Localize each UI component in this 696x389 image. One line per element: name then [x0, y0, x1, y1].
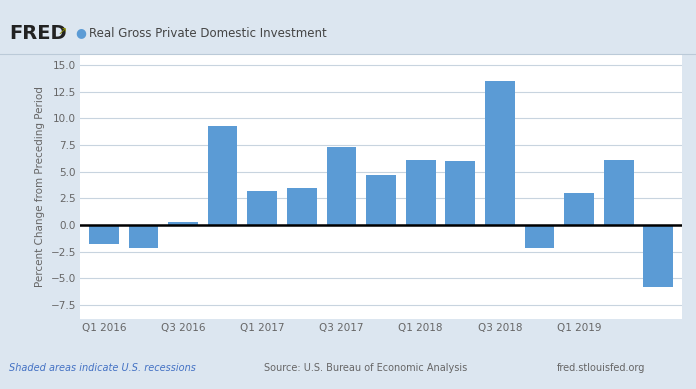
Bar [326, 147, 356, 225]
Bar [564, 193, 594, 225]
Text: FRED: FRED [9, 24, 67, 42]
Text: ●: ● [75, 26, 86, 40]
Text: Source: U.S. Bureau of Economic Analysis: Source: U.S. Bureau of Economic Analysis [264, 363, 468, 373]
Text: ↗: ↗ [57, 28, 66, 38]
Text: Shaded areas indicate U.S. recessions: Shaded areas indicate U.S. recessions [9, 363, 196, 373]
Bar [445, 161, 475, 225]
Bar [89, 225, 118, 244]
Bar [129, 225, 158, 247]
Bar [525, 225, 554, 247]
Bar [168, 222, 198, 225]
Bar [208, 126, 237, 225]
Text: Real Gross Private Domestic Investment: Real Gross Private Domestic Investment [89, 26, 327, 40]
Bar [604, 160, 633, 225]
Bar [247, 191, 277, 225]
Y-axis label: Percent Change from Preceding Period: Percent Change from Preceding Period [35, 86, 45, 287]
Text: fred.stlouisfed.org: fred.stlouisfed.org [557, 363, 645, 373]
Bar [366, 175, 396, 225]
Bar [287, 188, 317, 225]
Bar [406, 160, 436, 225]
Bar [644, 225, 673, 287]
Bar [485, 81, 515, 225]
